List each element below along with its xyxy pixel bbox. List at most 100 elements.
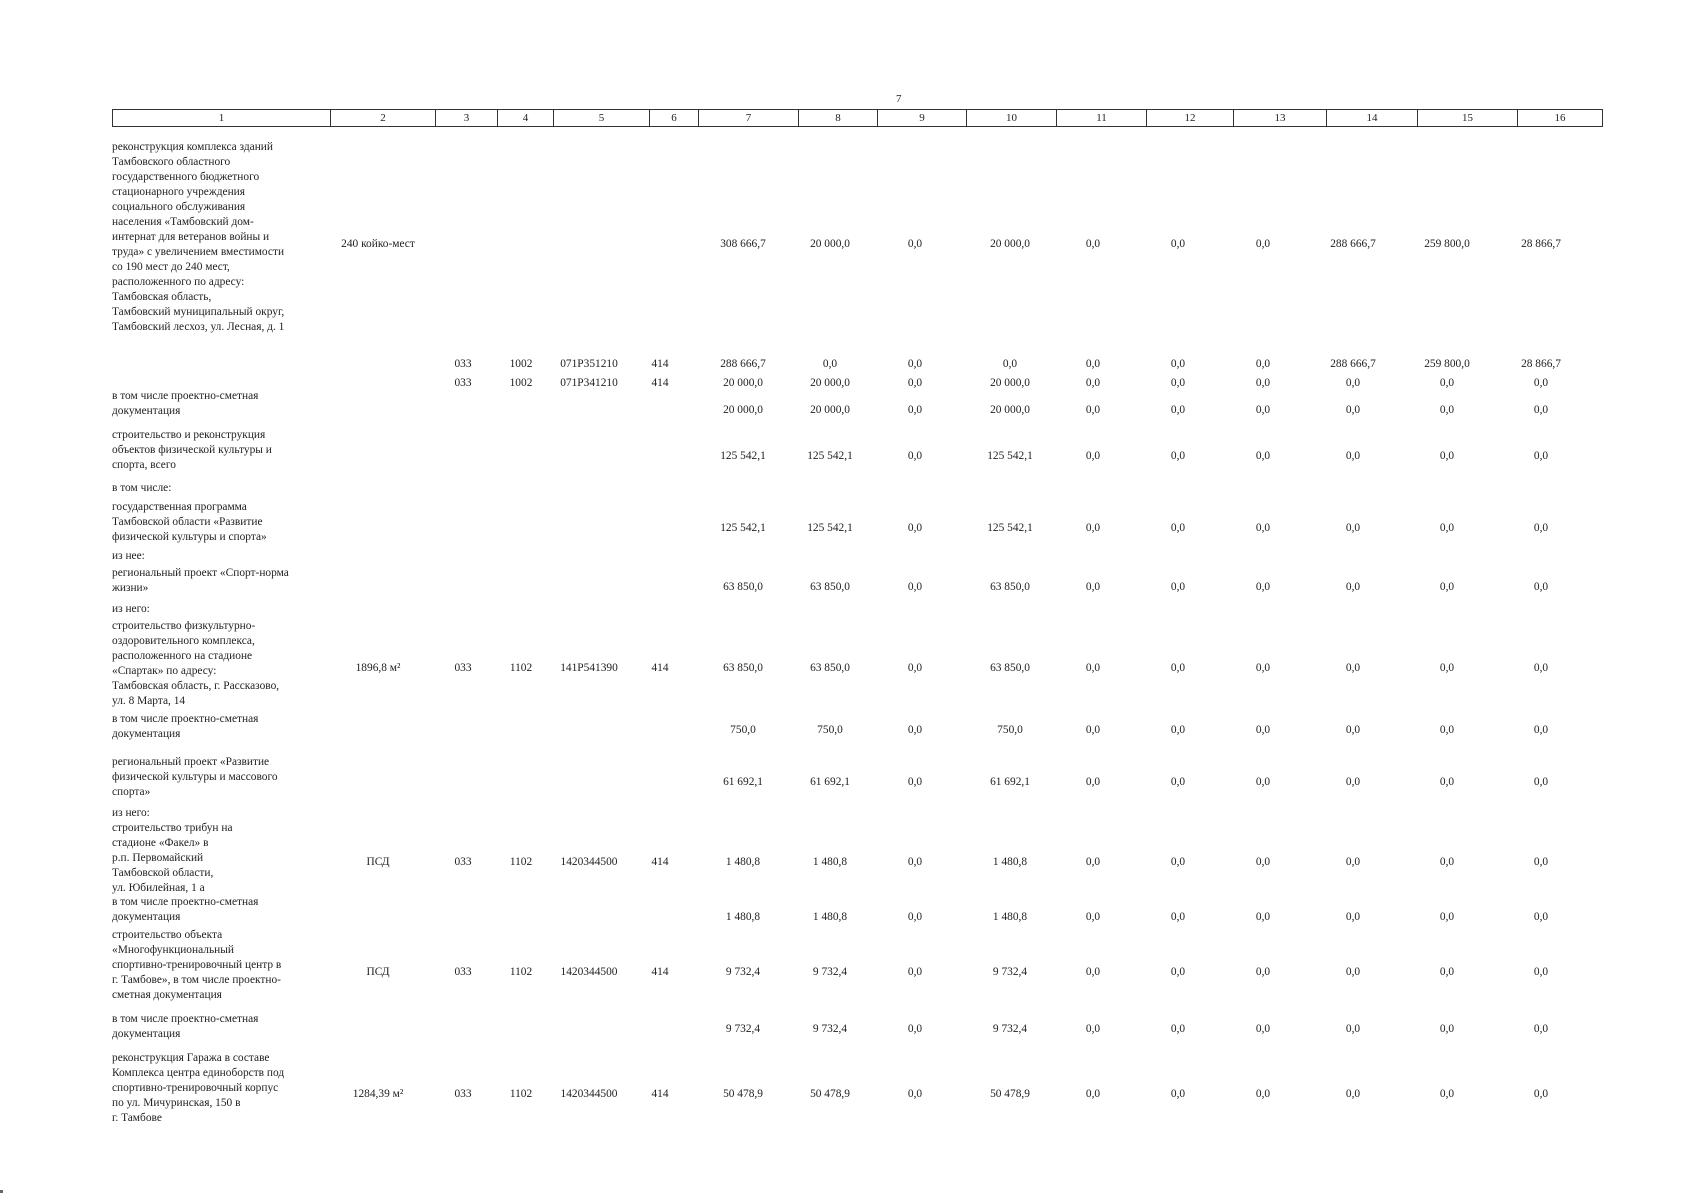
table-cell-col9: 0,0 (907, 238, 923, 250)
row-label-line: Тамбовской области, (112, 867, 214, 879)
row-label-line: р.п. Первомайский (112, 852, 204, 864)
table-cell-col3: 033 (454, 377, 472, 389)
table-cell-col3: 033 (454, 966, 472, 978)
table-cell-col3: 033 (454, 856, 472, 868)
table-cell-col12: 0,0 (1170, 856, 1186, 868)
table-cell-col4: 1102 (509, 1088, 533, 1100)
table-cell-col13: 0,0 (1255, 522, 1271, 534)
table-cell-col12: 0,0 (1170, 966, 1186, 978)
table-cell-col16: 0,0 (1533, 911, 1549, 923)
table-cell-col8: 20 000,0 (810, 377, 850, 389)
table-cell-col15: 0,0 (1439, 662, 1455, 674)
row-label-line: стационарного учреждения (112, 186, 246, 198)
row-label-line: из него: (112, 807, 150, 819)
table-cell-col11: 0,0 (1085, 404, 1101, 416)
table-cell-col13: 0,0 (1255, 966, 1271, 978)
table-cell-col8: 20 000,0 (810, 238, 850, 250)
table-cell-col12: 0,0 (1170, 377, 1186, 389)
table-cell-col4: 1102 (509, 966, 533, 978)
table-cell-col12: 0,0 (1170, 662, 1186, 674)
row-label: государственная программа Тамбовской обла… (112, 500, 328, 545)
table-cell-col9: 0,0 (907, 966, 923, 978)
row-label-line: Тамбовский лесхоз, ул. Лесная, д. 1 (112, 321, 285, 333)
row-label-line: спортивно-тренировочный корпус (112, 1082, 279, 1094)
table-cell-col13: 0,0 (1255, 404, 1271, 416)
table-cell-col7: 288 666,7 (720, 358, 766, 370)
table-cell-col15: 259 800,0 (1424, 238, 1470, 250)
table-cell-col7: 63 850,0 (723, 581, 763, 593)
table-cell-col6: 414 (651, 377, 669, 389)
table-cell-col15: 0,0 (1439, 377, 1455, 389)
table-cell-col4: 1102 (509, 856, 533, 868)
table-cell-col14: 288 666,7 (1330, 358, 1376, 370)
table-cell-col11: 0,0 (1085, 522, 1101, 534)
table-cell-col8: 750,0 (817, 724, 843, 736)
table-cell-col16: 28 866,7 (1521, 358, 1561, 370)
table-cell-col14: 0,0 (1345, 966, 1361, 978)
table-cell-col15: 259 800,0 (1424, 358, 1470, 370)
table-cell-col7: 1 480,8 (725, 911, 761, 923)
table-cell-col10: 61 692,1 (990, 776, 1030, 788)
table-cell-col16: 0,0 (1533, 966, 1549, 978)
table-cell-col10: 125 542,1 (987, 450, 1033, 462)
table-cell-col11: 0,0 (1085, 581, 1101, 593)
table-cell-col12: 0,0 (1170, 581, 1186, 593)
table-cell-col15: 0,0 (1439, 1088, 1455, 1100)
table-cell-col10: 63 850,0 (990, 581, 1030, 593)
table-cell-col8: 125 542,1 (807, 450, 853, 462)
table-cell-col11: 0,0 (1085, 856, 1101, 868)
row-label-line: стадионе «Факел» в (112, 837, 209, 849)
table-cell-col16: 0,0 (1533, 776, 1549, 788)
table-cell-col7: 1 480,8 (725, 856, 761, 868)
table-cell-col10: 9 732,4 (992, 966, 1028, 978)
table-cell-col13: 0,0 (1255, 238, 1271, 250)
column-header-7: 7 (698, 109, 799, 127)
table-cell-col12: 0,0 (1170, 1023, 1186, 1035)
table-cell-col14: 0,0 (1345, 377, 1361, 389)
table-cell-col14: 0,0 (1345, 1088, 1361, 1100)
table-cell-col16: 0,0 (1533, 662, 1549, 674)
table-cell-col16: 28 866,7 (1521, 238, 1561, 250)
table-cell-col9: 0,0 (907, 856, 923, 868)
row-label-line: в том числе проектно-сметная (112, 390, 259, 402)
row-label: реконструкция комплекса зданий Тамбовског… (112, 140, 328, 335)
table-cell-col15: 0,0 (1439, 1023, 1455, 1035)
table-cell-col11: 0,0 (1085, 1088, 1101, 1100)
table-cell-col13: 0,0 (1255, 1023, 1271, 1035)
row-label-line: жизни» (112, 582, 149, 594)
table-cell-col5: 071P351210 (560, 358, 618, 370)
table-cell-col3: 033 (454, 662, 472, 674)
row-label-line: по ул. Мичуринская, 150 в (112, 1097, 241, 1109)
table-cell-col16: 0,0 (1533, 522, 1549, 534)
row-label-line: Комплекса центра единоборств под (112, 1067, 285, 1079)
table-cell-col10: 9 732,4 (992, 1023, 1028, 1035)
table-cell-col10: 20 000,0 (990, 404, 1030, 416)
table-cell-col13: 0,0 (1255, 377, 1271, 389)
table-cell-col12: 0,0 (1170, 911, 1186, 923)
table-cell-col3: 033 (454, 1088, 472, 1100)
table-cell-col9: 0,0 (907, 911, 923, 923)
table-cell-col8: 63 850,0 (810, 662, 850, 674)
row-label: реконструкция Гаража в составе Комплекса … (112, 1051, 328, 1126)
row-label-line: документация (112, 405, 181, 417)
table-cell-col8: 50 478,9 (810, 1088, 850, 1100)
table-cell-col5: 1420344500 (560, 966, 618, 978)
row-label-line: реконструкция комплекса зданий (112, 141, 273, 153)
table-cell-col12: 0,0 (1170, 1088, 1186, 1100)
table-cell-col7: 63 850,0 (723, 662, 763, 674)
table-cell-col13: 0,0 (1255, 776, 1271, 788)
row-label-line: физической культуры и спорта» (112, 531, 267, 543)
row-label-line: ул. Юбилейная, 1 а (112, 882, 205, 894)
table-cell-col6: 414 (651, 662, 669, 674)
row-label: строительство и реконструкция объектов фи… (112, 428, 328, 473)
row-label-line: Тамбовской области «Развитие (112, 516, 263, 528)
row-label-line: со 190 мест до 240 мест, (112, 261, 230, 273)
table-cell-col11: 0,0 (1085, 662, 1101, 674)
column-header-15: 15 (1417, 109, 1518, 127)
column-header-5: 5 (553, 109, 650, 127)
table-cell-col10: 1 480,8 (992, 856, 1028, 868)
table-cell-col2: 240 койко-мест (341, 238, 415, 250)
table-cell-col10: 20 000,0 (990, 238, 1030, 250)
column-header-3: 3 (435, 109, 498, 127)
table-cell-col14: 0,0 (1345, 724, 1361, 736)
